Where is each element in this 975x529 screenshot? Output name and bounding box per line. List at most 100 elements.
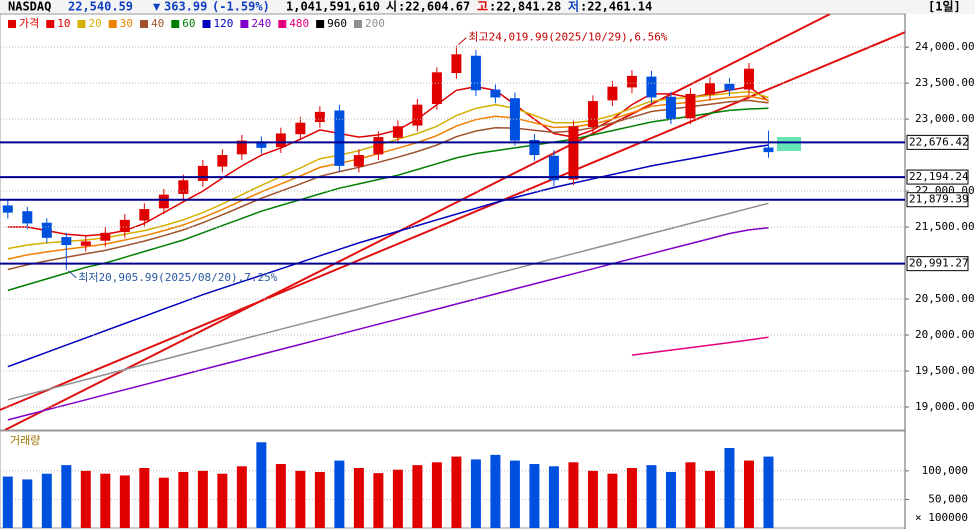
level-box: [906, 134, 969, 150]
volume-bar: [334, 460, 345, 528]
candle-body: [431, 72, 442, 104]
candle-body: [158, 194, 169, 209]
legend-swatch: [108, 20, 117, 28]
volume-bar: [665, 472, 676, 528]
candle-body: [314, 111, 325, 122]
candle-body: [704, 83, 715, 95]
level-label: 20,991.27: [909, 257, 969, 270]
low-label: 저: [568, 0, 579, 14]
candle-body: [509, 98, 520, 141]
candle-body: [334, 110, 345, 166]
ma-line: [7, 85, 769, 237]
current-marker: [777, 137, 801, 151]
legend-swatch: [46, 20, 55, 28]
ma-line: [7, 99, 769, 271]
header-bar: [0, 0, 975, 14]
legend-label: 240: [251, 17, 271, 30]
y-tick-label: 21,500.00: [915, 220, 975, 233]
candle-body: [470, 55, 481, 91]
candle-body: [743, 68, 754, 90]
legend-swatch: [202, 20, 211, 28]
legend-label: 20: [89, 17, 102, 30]
y-tick-label: 50,000: [928, 492, 968, 505]
volume-bar: [724, 448, 735, 528]
volume-bar: [100, 473, 111, 528]
legend-label: 10: [57, 17, 70, 30]
candle-body: [548, 155, 559, 181]
y-tick-label: 19,000.00: [915, 400, 975, 413]
candle-body: [353, 155, 364, 167]
unit-label: × 100000: [915, 511, 968, 524]
candle-body: [275, 133, 286, 148]
volume-bar: [158, 477, 169, 528]
level-label: 21,879.39: [909, 193, 969, 206]
candle-body: [607, 86, 618, 101]
volume-bar: [295, 470, 306, 528]
plot-area: [0, 14, 905, 430]
candle-body: [392, 126, 403, 138]
level-box: [906, 169, 969, 185]
volume-title: 거래량: [10, 434, 40, 447]
legend-label: 30: [120, 17, 133, 30]
volume-bar: [704, 470, 715, 528]
annotation-pointer: [458, 37, 467, 46]
y-tick-label: 20,500.00: [915, 292, 975, 305]
candle-body: [373, 137, 384, 155]
candle-body: [139, 209, 150, 221]
volume-bar: [743, 460, 754, 528]
volume-bar: [236, 466, 247, 528]
volume-bar: [373, 473, 384, 528]
ma-line: [631, 336, 769, 356]
legend-label: 120: [214, 17, 234, 30]
ma-line: [7, 144, 769, 368]
candle-body: [22, 211, 33, 224]
candle-body: [451, 54, 462, 74]
legend-swatch: [240, 20, 249, 28]
volume-bar: [685, 462, 696, 528]
symbol: NASDAQ: [8, 0, 51, 14]
candle-body: [763, 147, 774, 153]
legend-swatch: [316, 20, 325, 28]
volume-bar: [178, 472, 189, 528]
volume-bar: [646, 465, 657, 528]
volume-bar: [412, 465, 423, 528]
candle-body: [665, 96, 676, 120]
volume-bar: [431, 462, 442, 528]
volume-bar: [548, 466, 559, 528]
level-label: 22,194.24: [909, 170, 969, 183]
candle-body: [529, 139, 540, 156]
period: [1일]: [928, 0, 961, 14]
volume-bar: [470, 459, 481, 528]
volume-bar: [139, 468, 150, 528]
candle-body: [568, 126, 579, 180]
legend-label: 40: [151, 17, 164, 30]
volume-bar: [217, 473, 228, 528]
volume-bar: [568, 462, 579, 528]
legend-swatch: [8, 20, 16, 28]
y-tick-label: 24,000.00: [915, 40, 975, 53]
legend-swatch: [171, 20, 180, 28]
open: :22,604.67: [398, 0, 470, 14]
volume-bar: [275, 464, 286, 528]
volume-bar: [490, 454, 501, 528]
annotation: 최저20,905.99(2025/08/20),7.25%: [78, 271, 277, 284]
volume-bar: [2, 476, 13, 528]
high: :22,841.28: [489, 0, 561, 14]
y-tick-label: 23,000.00: [915, 112, 975, 125]
candle-body: [197, 165, 208, 181]
legend-label: 200: [365, 17, 385, 30]
legend-label: 60: [182, 17, 195, 30]
legend-label: 960: [327, 17, 347, 30]
y-tick-label: 19,500.00: [915, 364, 975, 377]
volume: 1,041,591,610: [286, 0, 380, 14]
candle-body: [412, 104, 423, 126]
candle-body: [256, 141, 267, 148]
candle-body: [685, 93, 696, 119]
ma-line: [7, 227, 769, 421]
candle-body: [626, 75, 637, 88]
y-tick-label: 100,000: [922, 464, 968, 477]
change: 363.99: [164, 0, 207, 14]
volume-bar: [119, 475, 130, 528]
annotation-pointer: [67, 270, 77, 279]
